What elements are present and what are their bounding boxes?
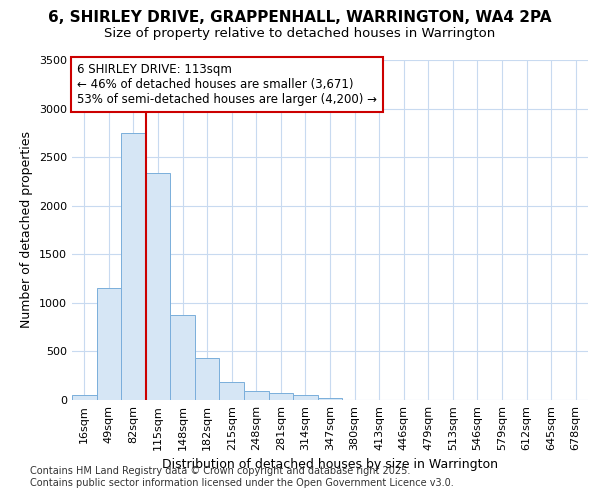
Bar (170, 314, 195, 400)
Text: 6, SHIRLEY DRIVE, GRAPPENHALL, WARRINGTON, WA4 2PA: 6, SHIRLEY DRIVE, GRAPPENHALL, WARRINGTO… (48, 10, 552, 25)
Bar (195, 358, 220, 400)
Bar (244, 391, 269, 400)
Bar (146, 172, 170, 400)
Text: Size of property relative to detached houses in Warrington: Size of property relative to detached ho… (104, 28, 496, 40)
Bar (293, 395, 318, 400)
Text: 6 SHIRLEY DRIVE: 113sqm
← 46% of detached houses are smaller (3,671)
53% of semi: 6 SHIRLEY DRIVE: 113sqm ← 46% of detache… (77, 64, 377, 106)
Bar (72, 395, 97, 400)
X-axis label: Distribution of detached houses by size in Warrington: Distribution of detached houses by size … (162, 458, 498, 471)
Text: Contains HM Land Registry data © Crown copyright and database right 2025.
Contai: Contains HM Land Registry data © Crown c… (30, 466, 454, 487)
Bar (121, 133, 146, 400)
Bar (220, 382, 244, 400)
Bar (97, 288, 121, 400)
Bar (269, 392, 293, 400)
Bar (318, 398, 342, 400)
Y-axis label: Number of detached properties: Number of detached properties (20, 132, 34, 328)
